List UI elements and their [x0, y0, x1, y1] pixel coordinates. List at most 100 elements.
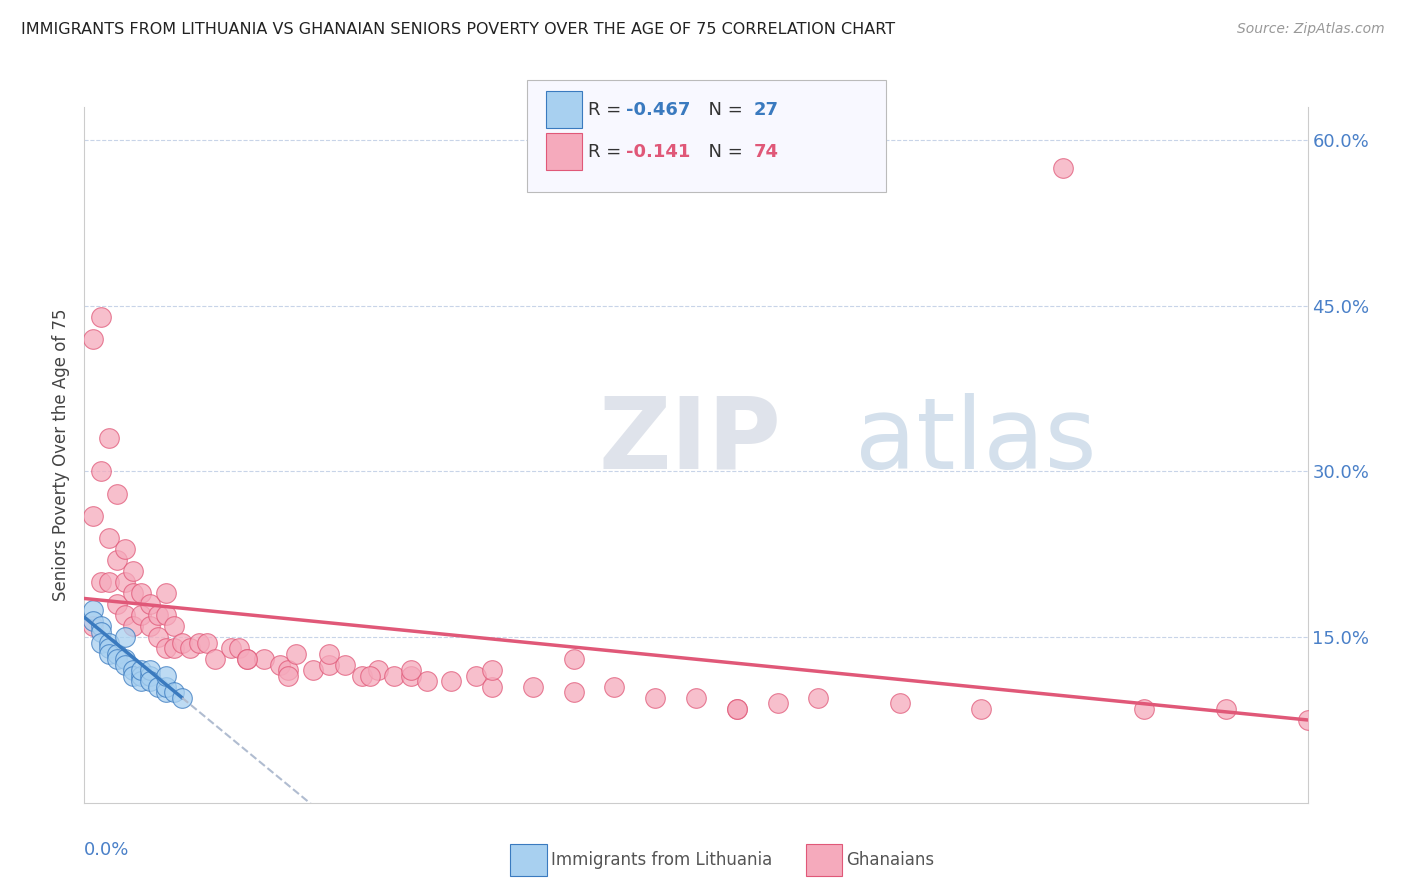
Point	[277, 669, 299, 683]
Point	[114, 541, 136, 556]
Point	[97, 647, 120, 661]
Point	[155, 669, 177, 683]
Text: Immigrants from Lithuania: Immigrants from Lithuania	[551, 851, 772, 869]
Point	[155, 641, 177, 656]
Point	[481, 663, 503, 677]
Point	[195, 635, 218, 649]
Point	[277, 663, 299, 677]
Point	[644, 690, 666, 705]
Point	[301, 663, 323, 677]
Text: -0.141: -0.141	[626, 143, 690, 161]
Point	[97, 635, 120, 649]
Point	[138, 674, 160, 689]
Point	[219, 641, 242, 656]
Point	[82, 614, 104, 628]
Point	[82, 508, 104, 523]
Point	[416, 674, 439, 689]
Point	[138, 669, 160, 683]
Text: 0.0%: 0.0%	[84, 841, 129, 859]
Point	[97, 431, 120, 445]
Point	[603, 680, 626, 694]
Point	[90, 624, 112, 639]
Point	[562, 652, 585, 666]
Point	[138, 619, 160, 633]
Point	[204, 652, 226, 666]
Text: Source: ZipAtlas.com: Source: ZipAtlas.com	[1237, 22, 1385, 37]
Point	[114, 574, 136, 589]
Point	[172, 635, 194, 649]
Text: 74: 74	[754, 143, 779, 161]
Point	[122, 663, 145, 677]
Point	[163, 685, 186, 699]
Text: Ghanaians: Ghanaians	[846, 851, 935, 869]
Point	[253, 652, 276, 666]
Text: IMMIGRANTS FROM LITHUANIA VS GHANAIAN SENIORS POVERTY OVER THE AGE OF 75 CORRELA: IMMIGRANTS FROM LITHUANIA VS GHANAIAN SE…	[21, 22, 896, 37]
Point	[155, 685, 177, 699]
Text: R =: R =	[588, 143, 627, 161]
Point	[122, 586, 145, 600]
Point	[725, 702, 748, 716]
Text: ZIP: ZIP	[598, 392, 780, 490]
Point	[725, 702, 748, 716]
Point	[350, 669, 373, 683]
Point	[399, 663, 422, 677]
Text: N =: N =	[697, 101, 749, 119]
Point	[90, 310, 112, 324]
Point	[138, 663, 160, 677]
Point	[90, 574, 112, 589]
Point	[146, 630, 169, 644]
Point	[481, 680, 503, 694]
Point	[82, 602, 104, 616]
Point	[97, 574, 120, 589]
Point	[114, 652, 136, 666]
Point	[90, 465, 112, 479]
Point	[146, 680, 169, 694]
Point	[155, 586, 177, 600]
Text: 27: 27	[754, 101, 779, 119]
Point	[562, 685, 585, 699]
Point	[807, 690, 830, 705]
Point	[318, 657, 340, 672]
Point	[172, 690, 194, 705]
Point	[269, 657, 291, 672]
Point	[122, 564, 145, 578]
Point	[889, 697, 911, 711]
Point	[155, 608, 177, 623]
Point	[122, 619, 145, 633]
Text: R =: R =	[588, 101, 627, 119]
Point	[440, 674, 463, 689]
Point	[359, 669, 381, 683]
Point	[163, 641, 186, 656]
Point	[82, 619, 104, 633]
Point	[146, 608, 169, 623]
Point	[367, 663, 389, 677]
Point	[131, 674, 153, 689]
Point	[318, 647, 340, 661]
Point	[163, 619, 186, 633]
Point	[131, 608, 153, 623]
Point	[105, 652, 128, 666]
Point	[105, 486, 128, 500]
Point	[970, 702, 993, 716]
Text: -0.467: -0.467	[626, 101, 690, 119]
Point	[97, 641, 120, 656]
Point	[138, 597, 160, 611]
Point	[179, 641, 201, 656]
Point	[131, 669, 153, 683]
Point	[105, 597, 128, 611]
Point	[522, 680, 544, 694]
Point	[228, 641, 250, 656]
Point	[464, 669, 486, 683]
Point	[90, 619, 112, 633]
Point	[114, 630, 136, 644]
Point	[155, 680, 177, 694]
Point	[1133, 702, 1156, 716]
Point	[1215, 702, 1237, 716]
Point	[105, 553, 128, 567]
Point	[105, 647, 128, 661]
Point	[122, 669, 145, 683]
Point	[131, 586, 153, 600]
Point	[766, 697, 789, 711]
Point	[382, 669, 405, 683]
Point	[90, 635, 112, 649]
